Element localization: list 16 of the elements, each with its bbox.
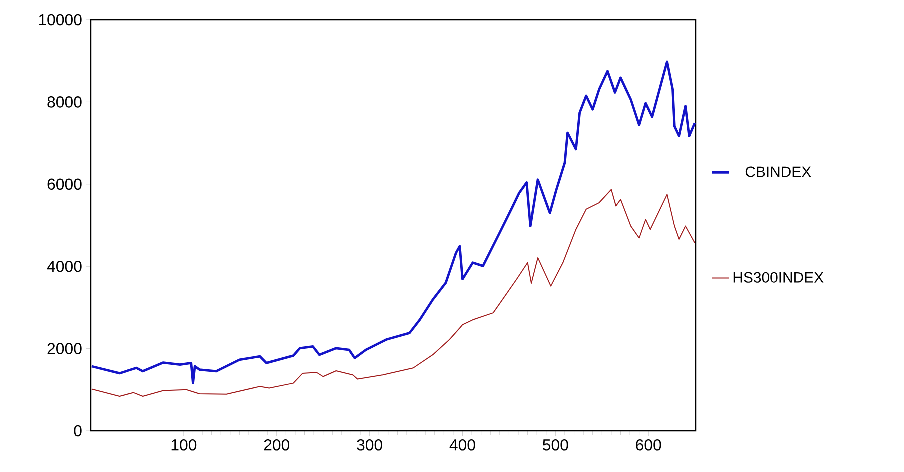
- y-tick-label: 2000: [48, 343, 82, 354]
- legend-label: HS300INDEX: [734, 272, 824, 283]
- x-tick-label: 600: [636, 440, 662, 451]
- y-tick-label: 0: [74, 425, 82, 437]
- y-tick-label: 4000: [47, 260, 82, 272]
- line-series: [91, 189, 696, 397]
- y-tick-label: 8000: [48, 96, 82, 108]
- y-tick-label: 10000: [39, 14, 82, 26]
- x-tick-label: 300: [357, 440, 382, 451]
- x-tick-label: 500: [543, 440, 568, 451]
- x-tick-label: 100: [172, 440, 197, 451]
- x-tick-label: 200: [264, 440, 290, 451]
- x-tick-label: 400: [450, 440, 476, 451]
- legend-label: CBINDEX: [746, 166, 812, 178]
- line-series: [91, 60, 696, 385]
- y-tick-label: 6000: [48, 178, 82, 190]
